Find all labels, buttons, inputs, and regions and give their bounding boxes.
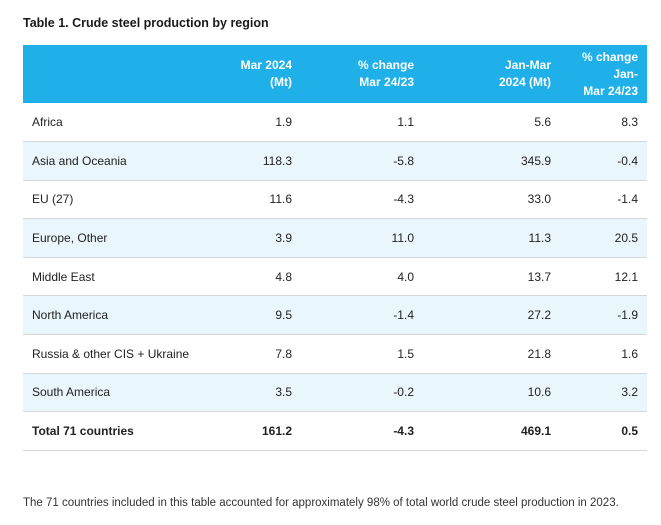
footnote: The 71 countries included in this table … [23, 497, 619, 509]
total-jan-mar-2024: 469.1 [520, 424, 551, 439]
mar-2024-cell: 7.8 [275, 346, 292, 361]
mar-2024-cell: 118.3 [262, 153, 292, 168]
region-cell: Asia and Oceania [32, 153, 127, 168]
table-row: Russia & other CIS + Ukraine 7.8 1.5 21.… [23, 335, 647, 374]
jan-mar-2024-cell: 33.0 [527, 192, 551, 207]
change-mar-cell: 1.5 [397, 346, 414, 361]
total-label: Total 71 countries [32, 424, 134, 439]
mar-2024-cell: 3.9 [275, 231, 292, 246]
change-mar-cell: 1.1 [397, 115, 414, 130]
header-row: Mar 2024 (Mt) % change Mar 24/23 Jan-Mar… [23, 45, 647, 103]
table-row: North America 9.5 -1.4 27.2 -1.9 [23, 295, 647, 335]
jan-mar-2024-cell: 13.7 [527, 269, 551, 284]
table-row: EU (27) 11.6 -4.3 33.0 -1.4 [23, 180, 647, 219]
jan-mar-2024-cell: 345.9 [520, 153, 551, 168]
table-row: Europe, Other 3.9 11.0 11.3 20.5 [23, 218, 647, 258]
total-change-jan-mar: 0.5 [621, 424, 638, 439]
region-cell: North America [32, 308, 109, 323]
jan-mar-2024-cell: 5.6 [534, 115, 551, 130]
region-cell: Europe, Other [32, 231, 108, 246]
mar-2024-cell: 3.5 [275, 385, 292, 400]
change-jan-mar-cell: 3.2 [621, 385, 638, 400]
change-jan-mar-cell: 8.3 [621, 115, 638, 130]
table-body: Africa 1.9 1.1 5.6 8.3 Asia and Oceania … [23, 103, 647, 451]
steel-production-table: Mar 2024 (Mt) % change Mar 24/23 Jan-Mar… [23, 45, 647, 451]
change-mar-cell: 4.0 [397, 269, 414, 284]
change-jan-mar-cell: -1.9 [617, 308, 638, 323]
header-mar-2024: Mar 2024 (Mt) [240, 58, 292, 89]
region-cell: Africa [32, 115, 63, 130]
change-jan-mar-cell: 20.5 [614, 231, 638, 246]
table-row: Middle East 4.8 4.0 13.7 12.1 [23, 257, 647, 296]
jan-mar-2024-cell: 21.8 [527, 346, 551, 361]
header-jan-mar-2024: Jan-Mar 2024 (Mt) [498, 58, 551, 89]
header-region [23, 45, 208, 103]
table-header: Mar 2024 (Mt) % change Mar 24/23 Jan-Mar… [23, 45, 647, 103]
total-mar-2024: 161.2 [261, 424, 292, 439]
header-change-jan-mar: % change Jan- Mar 24/23 [581, 49, 638, 98]
change-mar-cell: -0.2 [393, 385, 414, 400]
change-mar-cell: -5.8 [393, 153, 414, 168]
change-jan-mar-cell: 1.6 [621, 346, 638, 361]
total-row: Total 71 countries 161.2 -4.3 469.1 0.5 [23, 412, 647, 451]
mar-2024-cell: 11.6 [269, 192, 292, 207]
region-cell: Middle East [32, 269, 95, 284]
jan-mar-2024-cell: 27.2 [527, 308, 551, 323]
total-change-mar: -4.3 [393, 424, 414, 439]
header-change-mar: % change Mar 24/23 [357, 58, 414, 89]
mar-2024-cell: 1.9 [275, 115, 292, 130]
change-jan-mar-cell: -0.4 [617, 153, 638, 168]
change-mar-cell: 11.0 [391, 231, 414, 246]
table-row: Asia and Oceania 118.3 -5.8 345.9 -0.4 [23, 141, 647, 181]
region-cell: Russia & other CIS + Ukraine [32, 346, 190, 361]
table-row: Africa 1.9 1.1 5.6 8.3 [23, 103, 647, 142]
change-jan-mar-cell: -1.4 [617, 192, 638, 207]
mar-2024-cell: 9.5 [275, 308, 292, 323]
mar-2024-cell: 4.8 [275, 269, 292, 284]
table-row: South America 3.5 -0.2 10.6 3.2 [23, 373, 647, 412]
change-mar-cell: -4.3 [393, 192, 414, 207]
jan-mar-2024-cell: 11.3 [528, 231, 551, 246]
jan-mar-2024-cell: 10.6 [527, 385, 551, 400]
table-title: Table 1. Crude steel production by regio… [23, 16, 269, 30]
region-cell: South America [32, 385, 111, 400]
change-jan-mar-cell: 12.1 [614, 269, 638, 284]
region-cell: EU (27) [32, 192, 74, 207]
change-mar-cell: -1.4 [393, 308, 414, 323]
